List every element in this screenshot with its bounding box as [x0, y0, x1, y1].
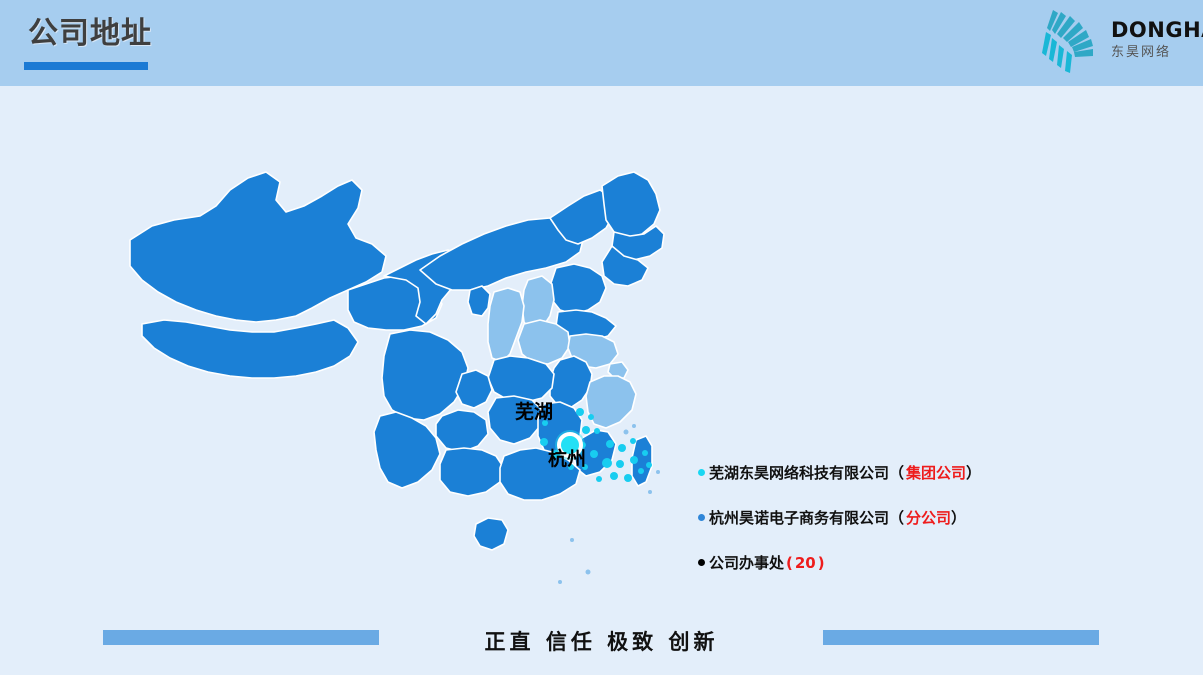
office-dot [642, 450, 648, 456]
office-dot [588, 414, 594, 420]
office-dot [602, 458, 612, 468]
office-dot [594, 428, 600, 434]
office-dot [638, 468, 644, 474]
city-label-hangzhou: 杭州 [548, 448, 587, 470]
logo-brand-subtitle: 东昊网络 [1111, 45, 1172, 60]
legend-bullet-black-icon [698, 559, 705, 566]
legend-item-group-company: 芜湖东昊网络科技有限公司 （ 集团公司 ） [698, 462, 1028, 483]
legend-tag: 分公司 [906, 509, 952, 527]
office-dot [576, 408, 584, 416]
office-dot [568, 464, 574, 470]
legend-count-paren-close: ) [817, 553, 825, 572]
map-provinces [129, 171, 665, 584]
page-title: 公司地址 [28, 16, 152, 51]
office-dot [630, 456, 638, 464]
office-dot [610, 472, 618, 480]
logo-brand-name: DONGHAO [1111, 18, 1203, 42]
office-dot [552, 450, 560, 458]
office-dot [630, 438, 636, 444]
footer-bar-left [103, 630, 379, 645]
office-dot [596, 476, 602, 482]
office-dot [540, 438, 548, 446]
office-dot [616, 460, 624, 468]
legend-item-offices: 公司办事处 ( 20 ) [698, 552, 1028, 573]
title-underline-accent [24, 62, 148, 70]
footer-slogan: 正直 信任 极致 创新 [484, 630, 719, 654]
legend-bullet-cyan-icon [698, 469, 705, 476]
office-dot [580, 442, 586, 448]
logo-text-block: DONGHAO 东昊网络 [1111, 18, 1203, 60]
office-dot [606, 440, 614, 448]
legend-paren-close: ） [951, 509, 967, 527]
legend-label: 杭州昊诺电子商务有限公司 [709, 509, 890, 527]
donghao-fan-logo-icon [1037, 8, 1109, 76]
office-dot [542, 420, 548, 426]
legend-bullet-blue-icon [698, 514, 705, 521]
office-dot [590, 450, 598, 458]
china-map: 芜湖 杭州 [90, 120, 710, 620]
office-dot [582, 464, 588, 470]
legend-office-count: 20 [794, 553, 816, 572]
legend: 芜湖东昊网络科技有限公司 （ 集团公司 ） 杭州昊诺电子商务有限公司 （ 分公司… [698, 462, 1028, 573]
office-dot [582, 426, 590, 434]
office-dot [624, 474, 632, 482]
legend-label: 公司办事处 [709, 554, 785, 572]
legend-label: 芜湖东昊网络科技有限公司 [709, 464, 890, 482]
company-logo: DONGHAO 东昊网络 [1015, 6, 1203, 78]
page-header: 公司地址 [0, 0, 1203, 86]
legend-count-paren-open: ( [786, 553, 793, 572]
office-dot [646, 462, 652, 468]
legend-item-branch-company: 杭州昊诺电子商务有限公司 （ 分公司 ） [698, 507, 1028, 528]
legend-tag: 集团公司 [906, 464, 967, 482]
city-label-wuhu: 芜湖 [515, 401, 554, 423]
footer-bar-right [823, 630, 1099, 645]
legend-paren-open: （ [889, 464, 905, 482]
headquarters-marker-wuhu[interactable] [557, 432, 583, 458]
legend-paren-open: （ [889, 509, 905, 527]
legend-paren-close: ） [966, 464, 982, 482]
office-dot [618, 444, 626, 452]
